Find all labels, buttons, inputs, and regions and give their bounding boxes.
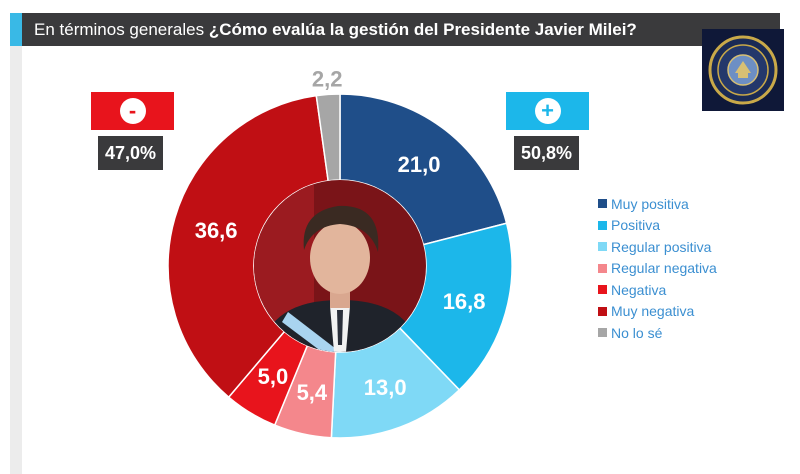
slice-label-muy-positiva: 21,0	[398, 152, 441, 177]
header-question: ¿Cómo evalúa la gestión del Presidente J…	[208, 20, 637, 39]
center-photo-portrait	[254, 180, 426, 352]
chart-legend: Muy positiva Positiva Regular positiva Regu…	[598, 193, 717, 344]
legend-label: Regular negativa	[611, 260, 717, 277]
slice-label-regular-positiva: 13,0	[364, 375, 407, 400]
legend-swatch	[598, 306, 607, 316]
legend-label: No lo sé	[611, 324, 663, 341]
legend-swatch	[598, 328, 607, 338]
legend-label: Muy negativa	[611, 303, 695, 320]
plus-icon: +	[534, 98, 561, 124]
minus-icon: -	[119, 98, 146, 124]
legend-swatch	[598, 242, 607, 252]
legend-item: Regular positiva	[598, 236, 717, 258]
negative-sign-box: -	[91, 92, 174, 130]
left-side-bar	[10, 46, 22, 474]
legend-swatch	[598, 263, 607, 273]
slice-label-muy-negativa: 36,6	[195, 218, 238, 243]
positive-sign-box: +	[506, 92, 589, 130]
legend-swatch	[598, 199, 607, 209]
slice-label-negativa: 5,0	[258, 364, 289, 389]
legend-label: Regular positiva	[611, 238, 712, 255]
positive-total-box: 50,8%	[514, 136, 579, 170]
slice-labels: 21,0 16,8 13,0 5,4 5,0 36,6 2,2	[195, 66, 486, 404]
chart-header: En términos generales ¿Cómo evalúa la ge…	[10, 13, 780, 46]
legend-swatch	[598, 285, 607, 295]
header-accent	[10, 13, 22, 46]
legend-item: Muy positiva	[598, 193, 717, 215]
slice-label-positiva: 16,8	[443, 289, 486, 314]
legend-item: Negativa	[598, 279, 717, 301]
legend-item: No lo sé	[598, 322, 717, 344]
donut-slices	[167, 93, 513, 439]
header-prefix: En términos generales	[34, 20, 205, 39]
legend-item: Muy negativa	[598, 301, 717, 323]
institution-seal-logo	[702, 29, 784, 111]
legend-item: Regular negativa	[598, 258, 717, 280]
legend-label: Negativa	[611, 281, 667, 298]
legend-label: Muy positiva	[611, 195, 689, 212]
legend-item: Positiva	[598, 215, 717, 237]
slice-label-regular-negativa: 5,4	[297, 380, 328, 405]
negative-total-box: 47,0%	[98, 136, 163, 170]
legend-label: Positiva	[611, 217, 661, 234]
slice-label-no-lo-sé: 2,2	[312, 66, 343, 91]
legend-swatch	[598, 220, 607, 230]
